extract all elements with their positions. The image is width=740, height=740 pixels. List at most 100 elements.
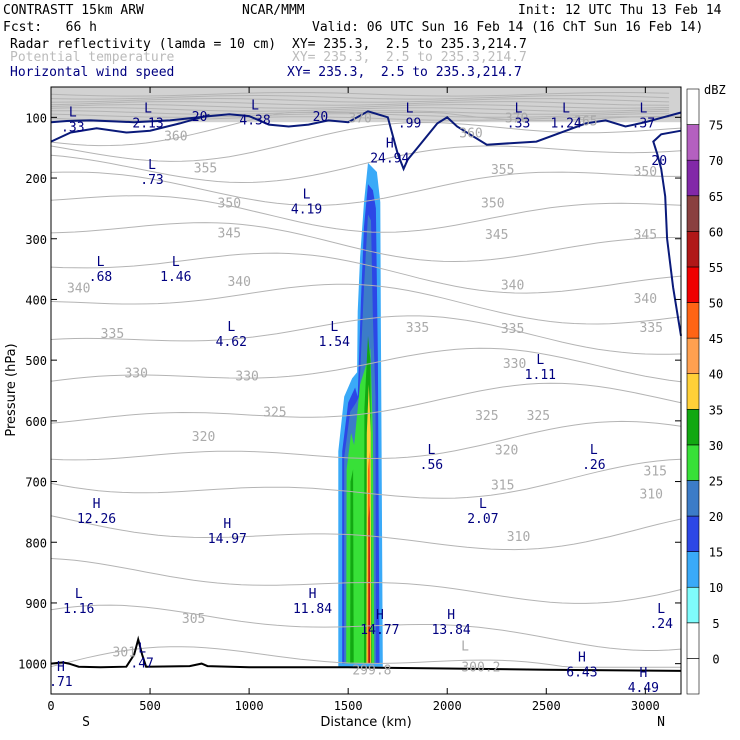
theta-label: 320	[495, 443, 518, 458]
field-theta-xy: XY= 235.3, 2.5 to 235.3,214.7	[292, 50, 527, 65]
colorbar-level-label: 10	[709, 581, 723, 595]
wind-extremum-marker: H	[93, 497, 101, 512]
theta-contour	[50, 558, 682, 604]
wind-contour-label: 20	[192, 110, 208, 125]
wind-extremum-marker: L	[138, 642, 146, 657]
colorbar-level-label: 25	[709, 474, 723, 488]
potential-temperature-contours	[50, 87, 682, 668]
theta-contour	[50, 145, 682, 184]
theta-contour	[50, 604, 682, 651]
theta-contour-upper	[50, 97, 670, 103]
reflectivity-30dbz	[350, 469, 354, 664]
theta-label: 340	[634, 292, 657, 307]
wind-contour-20	[652, 129, 682, 337]
theta-contour	[50, 252, 682, 294]
colorbar-swatch	[686, 622, 700, 659]
wind-extremum-marker: L	[562, 101, 570, 116]
wind-extremum-marker: L	[536, 353, 544, 368]
y-tick-label: 500	[25, 354, 47, 368]
wind-extremum-value: .24	[649, 617, 673, 632]
wind-contour-label: 20	[313, 110, 329, 125]
wind-extremum-value: .37	[632, 116, 655, 131]
wind-extremum-marker: L	[639, 101, 647, 116]
theta-contour	[50, 646, 681, 668]
reflectivity-55dbz	[368, 505, 370, 664]
wind-extremum-marker: L	[303, 188, 311, 203]
theta-label: 370	[505, 111, 528, 126]
theta-contour	[50, 283, 682, 325]
wind-extremum-marker: L	[227, 320, 235, 335]
field-wind-name: Horizontal wind speed	[10, 65, 175, 80]
wind-contour-20	[50, 110, 682, 172]
colorbar-level-label: 20	[709, 510, 723, 524]
theta-label: 335	[501, 322, 524, 337]
theta-contour	[50, 195, 682, 233]
wind-extremum-marker: L	[427, 443, 435, 458]
colorbar-swatch	[686, 551, 700, 588]
theta-label: 320	[192, 430, 215, 445]
wind-extremum-value: 1.46	[160, 270, 191, 285]
wind-extremum-value: .73	[140, 173, 163, 188]
colorbar-swatch	[686, 658, 700, 695]
theta-contour-upper	[50, 101, 670, 106]
wind-extremum-value: 1.54	[319, 335, 350, 350]
theta-label: 330	[235, 369, 258, 384]
theta-label: 310	[640, 488, 663, 503]
wind-extremum-value: .33	[61, 121, 84, 136]
theta-label: 340	[67, 281, 90, 296]
wind-contour-20	[50, 113, 210, 143]
wind-extremum-marker: H	[57, 660, 65, 675]
wind-extremum-marker: L	[479, 497, 487, 512]
wind-extremum-marker: H	[376, 608, 384, 623]
theta-label: 340	[227, 275, 250, 290]
theta-label: 315	[491, 479, 514, 494]
x-axis-label: Distance (km)	[320, 715, 411, 730]
colorbar-level-label: 55	[709, 261, 723, 275]
wind-contour-label: 20	[651, 154, 667, 169]
wind-extremum-value: .56	[420, 458, 443, 473]
wind-speed-contours	[50, 110, 682, 337]
colorbar-unit: dBZ	[704, 83, 726, 97]
wind-extremum-value: 11.84	[293, 602, 332, 617]
theta-label: 370	[348, 111, 371, 126]
colorbar-level-label: 40	[709, 368, 723, 382]
wind-extremum-value: 14.97	[208, 532, 247, 547]
theta-label: 355	[194, 162, 217, 177]
wind-extremum-marker: H	[447, 608, 455, 623]
x-end-label-north: N	[657, 715, 665, 730]
colorbar-swatch	[686, 515, 700, 552]
y-tick-label: 1000	[18, 658, 47, 672]
wind-extremum-marker: L	[406, 101, 414, 116]
header-fcst: Fcst: 66 h	[3, 20, 97, 35]
theta-label: 299.8	[352, 664, 391, 679]
colorbar-swatch	[686, 444, 700, 481]
field-reflectivity-name: Radar reflectivity (lamda = 10 cm)	[10, 37, 277, 52]
axes: 100 200 300 400 500 600 700 800 900 1000 0 500 1000 1…	[4, 86, 682, 730]
theta-label: 360	[459, 127, 482, 142]
theta-contour	[50, 171, 681, 206]
theta-label: 335	[101, 327, 124, 342]
theta-contour-upper	[50, 110, 670, 115]
wind-extremum-marker: H	[578, 651, 586, 666]
y-tick-label: 200	[25, 172, 47, 186]
theta-contour	[50, 315, 682, 355]
y-tick-label: 300	[25, 233, 47, 247]
theta-label: 360	[164, 130, 187, 145]
theta-contour-upper	[50, 94, 670, 100]
plot-frame	[50, 86, 682, 695]
wind-extremum-value: .71	[49, 675, 72, 690]
theta-label: 310	[507, 530, 530, 545]
wind-extremum-value: .33	[507, 116, 530, 131]
wind-extremum-marker: L	[251, 98, 259, 113]
colorbar-swatch	[686, 266, 700, 303]
colorbar-swatch	[686, 88, 700, 125]
y-axis-label: Pressure (hPa)	[4, 343, 19, 436]
terrain-surface	[50, 635, 682, 672]
contour-labels: 370 370 365 360 360 355 355 350 350 350 345 345 345 3…	[49, 98, 673, 696]
wind-extremum-marker: H	[386, 137, 394, 152]
theta-extremum-marker: L	[461, 639, 469, 654]
wind-extremum-value: 4.38	[239, 113, 270, 128]
wind-extremum-value: 2.13	[132, 116, 163, 131]
theta-label: 350	[634, 165, 657, 180]
colorbar-swatch	[686, 195, 700, 232]
